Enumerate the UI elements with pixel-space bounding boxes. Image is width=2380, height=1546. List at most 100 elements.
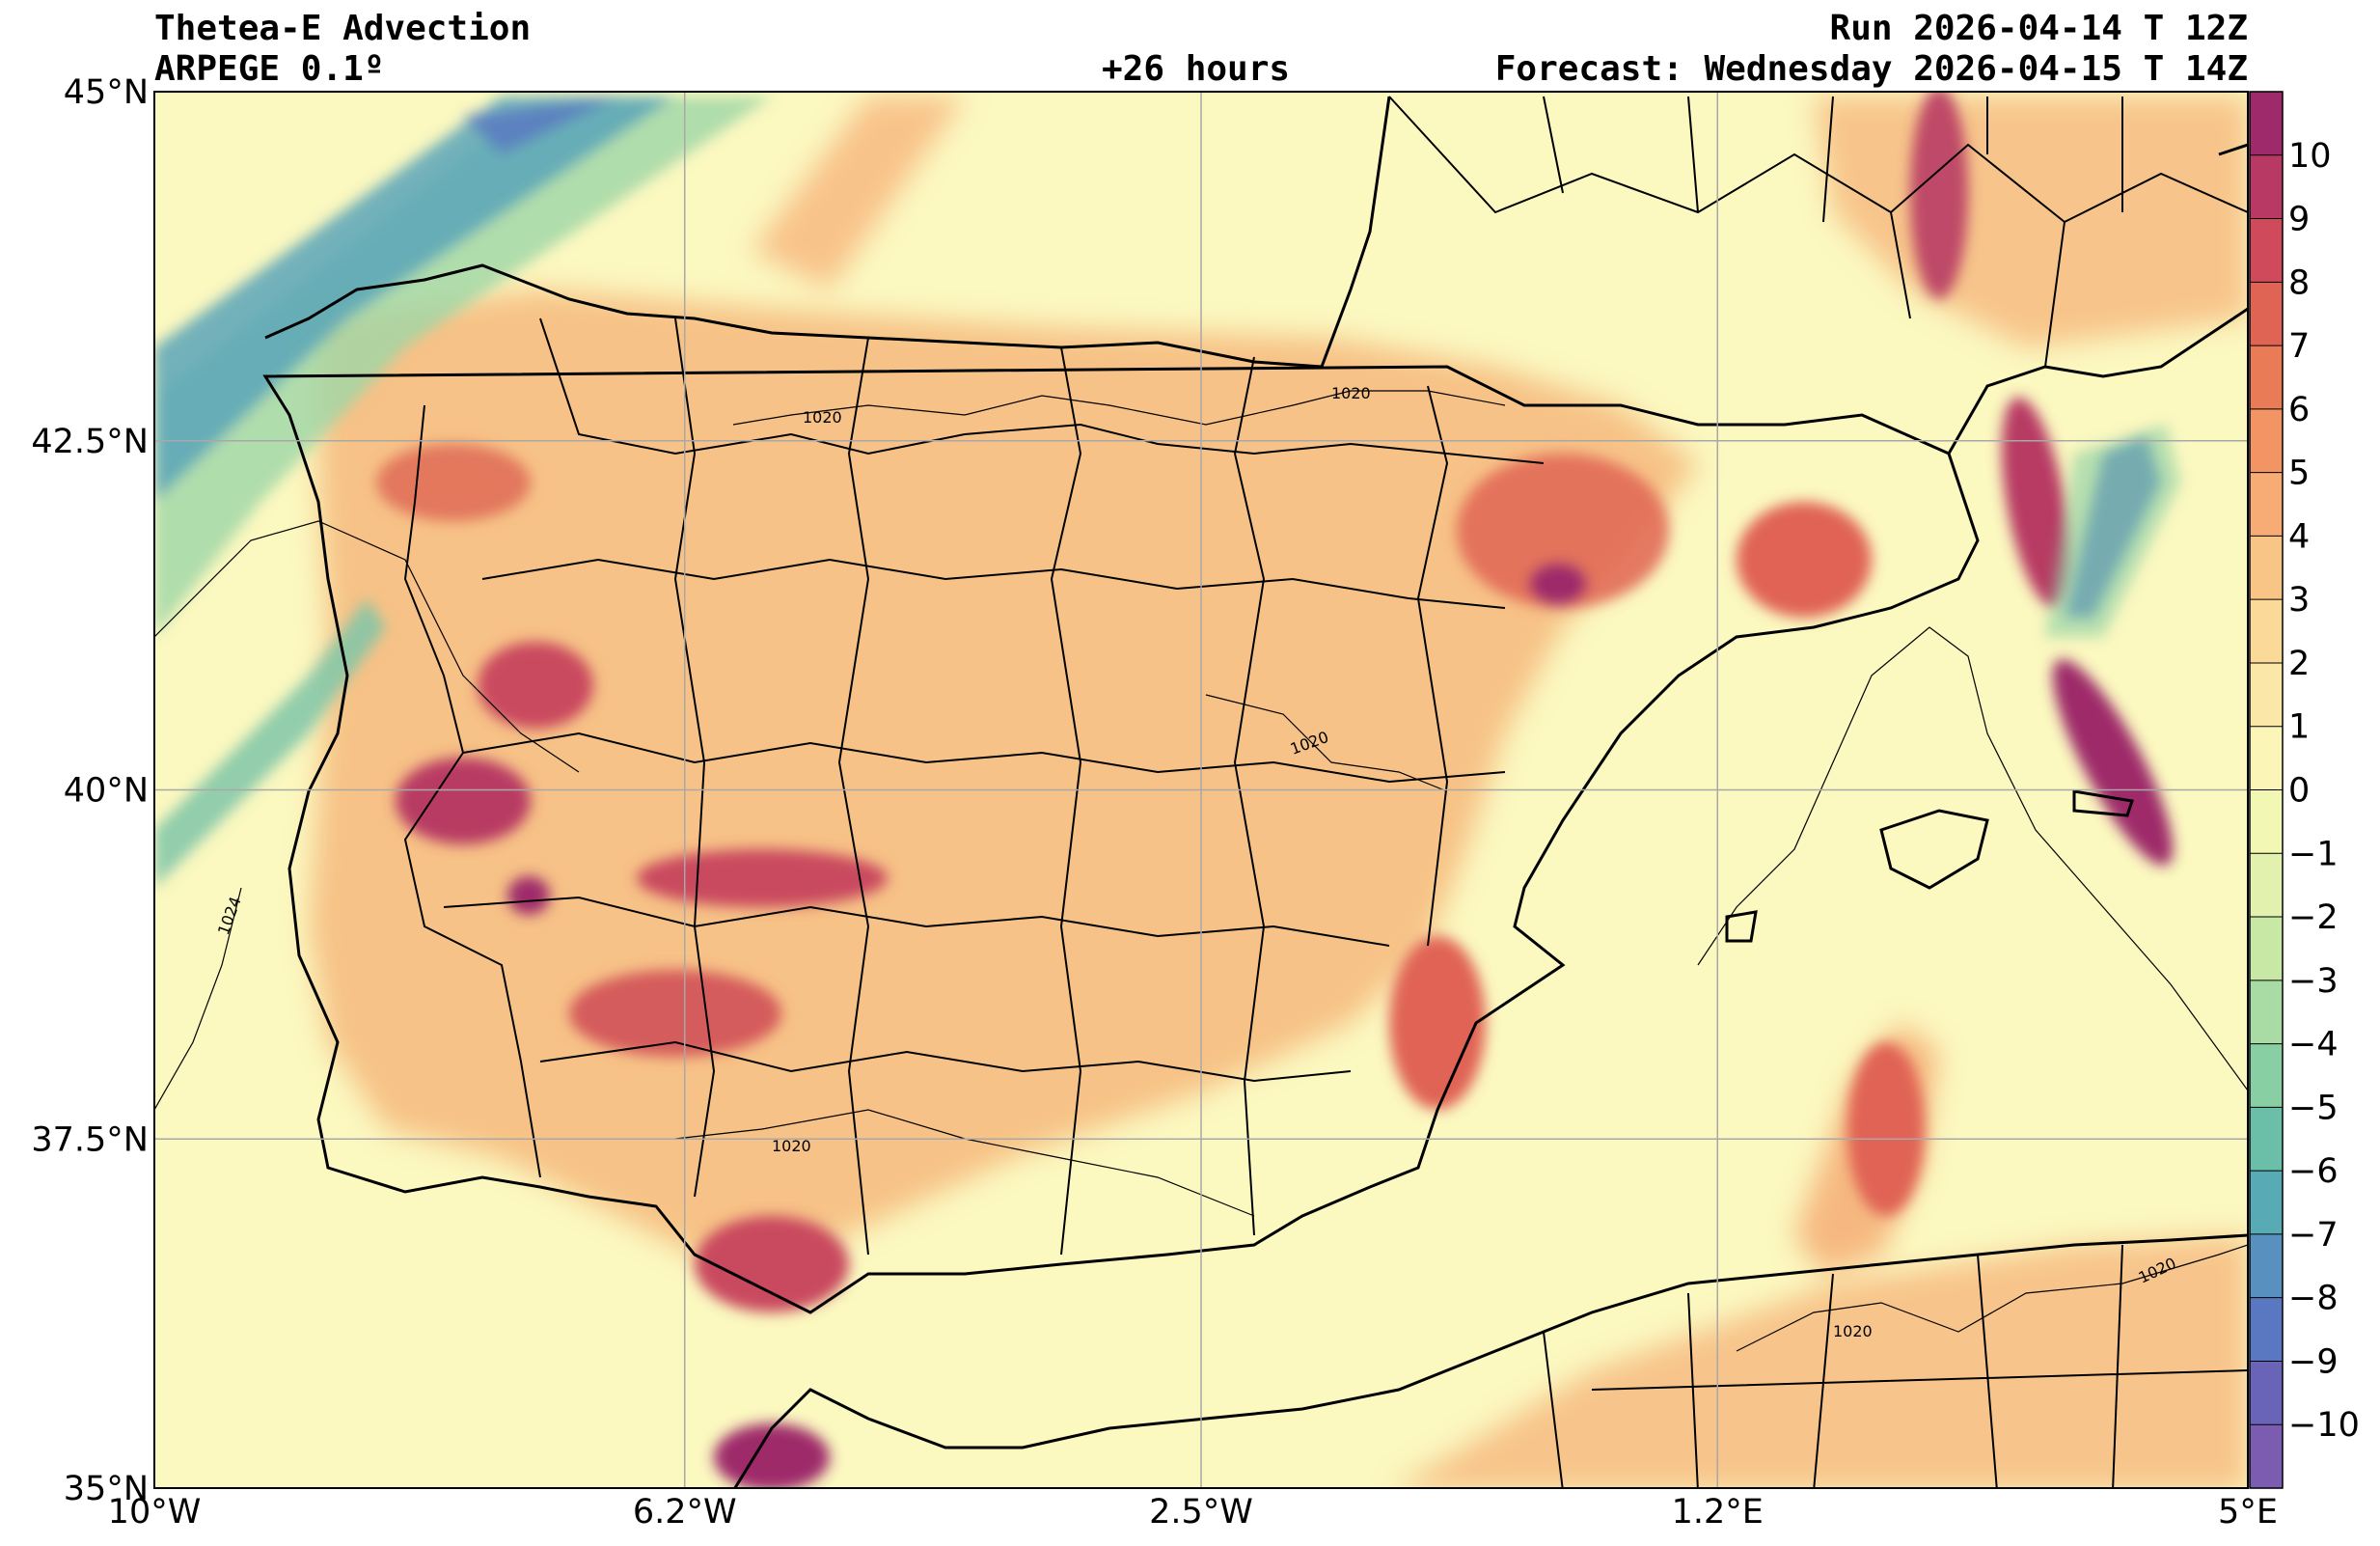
core-sea-south: [1847, 1042, 1925, 1216]
forecast-valid-label: Forecast: Wednesday 2026-04-15 T 14Z: [1494, 49, 2248, 89]
province-borders-4: [443, 896, 1390, 947]
atlantic-cold-band-inner: [463, 97, 617, 154]
core-galicia: [376, 444, 531, 521]
longitude-ticks: 10°W 6.2°W 2.5°W 1.2°E 5°E: [108, 1493, 2278, 1532]
isobar-label: 1020: [803, 408, 842, 427]
admin-borders: [403, 96, 2248, 1488]
core-extremadura: [637, 849, 888, 907]
colorbar-tick-label: −5: [2288, 1089, 2339, 1127]
colorbar-tick-label: 4: [2288, 517, 2310, 556]
france-regions-2: [1543, 96, 2123, 368]
colorbar-swatch: [2250, 917, 2283, 981]
colorbar-tick-label: 5: [2288, 455, 2310, 493]
africa-regions: [1543, 1244, 2248, 1488]
core-cadiz: [695, 1216, 849, 1312]
colorbar-swatch: [2250, 726, 2283, 791]
gridlines: [154, 92, 2248, 1488]
coastlines: [262, 96, 2248, 1488]
map-title: Thetea-E Advection: [154, 9, 532, 48]
colorbar-tick-label: 1: [2288, 708, 2310, 747]
colorbar-tick-label: −6: [2288, 1152, 2339, 1191]
province-borders-5: [539, 1040, 1352, 1083]
colorbar-tick-label: −2: [2288, 898, 2339, 937]
colorbar-tick-label: −3: [2288, 962, 2339, 1001]
province-borders-v2: [837, 337, 870, 1256]
colorbar-swatch: [2250, 853, 2283, 918]
core-portugal-center: [396, 758, 531, 844]
province-borders-v5: [1416, 385, 1449, 947]
latitude-ticks: 45°N 42.5°N 40°N 37.5°N 35°N: [31, 73, 149, 1508]
colorbar-tick-label: −8: [2288, 1280, 2339, 1318]
longitude-tick-label: 6.2°W: [633, 1493, 737, 1532]
longitude-tick-label: 1.2°E: [1672, 1493, 1764, 1532]
colorbar-tick-label: 8: [2288, 263, 2310, 302]
colorbar-tick-label: 6: [2288, 391, 2310, 429]
colorbar-tick-label: 2: [2288, 645, 2310, 683]
colorbar-swatch: [2250, 408, 2283, 474]
isobar-labels: 1020 1020 1020 1020 1020 1020 1024: [214, 384, 2179, 1340]
isobar-1024-portugal: [154, 887, 242, 1111]
colorbar-swatch: [2250, 1361, 2283, 1425]
iberia-coastline: [264, 96, 1391, 369]
portugal-coastal-cold-band: [154, 598, 386, 888]
latitude-tick-label: 35°N: [64, 1470, 149, 1508]
isobar-mediterranean: [1697, 626, 2248, 1091]
colorbar-swatch: [2250, 1233, 2283, 1299]
lead-time-label: +26 hours: [1102, 49, 1291, 89]
latitude-tick-label: 37.5°N: [31, 1120, 149, 1159]
province-borders-2: [481, 558, 1506, 609]
core-ebro: [1457, 454, 1669, 608]
colorbar-swatch: [2250, 282, 2283, 346]
colorbar-swatch: [2250, 1043, 2283, 1108]
colorbar-tick-label: −4: [2288, 1026, 2339, 1064]
colorbar-tick-label: −10: [2288, 1406, 2360, 1445]
colorbar-tick-label: 0: [2288, 772, 2310, 811]
core-murcia: [1389, 936, 1486, 1110]
longitude-tick-label: 2.5°W: [1149, 1493, 1253, 1532]
atlantic-cold-band-core: [154, 97, 675, 502]
colorbar-swatch: [2250, 1297, 2283, 1363]
bay-of-biscay-warm-band: [752, 97, 965, 290]
isobar-label: 1020: [1331, 384, 1371, 402]
latitude-tick-label: 40°N: [64, 772, 149, 811]
colorbar-swatch: [2250, 345, 2283, 410]
isobar-label: 1020: [1833, 1322, 1873, 1340]
colorbar-tick-label: 9: [2288, 201, 2310, 239]
isobar-1020-africa: [1736, 1244, 2248, 1352]
map-frame: [153, 91, 2249, 1489]
colorbar-swatch: [2250, 92, 2283, 156]
colorbar-swatch: [2250, 599, 2283, 664]
isobar-1020-north: [732, 390, 1506, 426]
isobar-1020-centre: [1205, 694, 1448, 792]
colorbar-tick-label: −7: [2288, 1216, 2339, 1255]
isobar-1020-atlantic: [154, 520, 580, 773]
province-borders-3: [462, 732, 1506, 784]
colorbar-swatch: [2250, 472, 2283, 538]
latitude-tick-label: 42.5°N: [31, 423, 149, 461]
longitude-tick-label: 5°E: [2218, 1493, 2278, 1532]
core-andalucia-west: [569, 970, 781, 1057]
province-borders-v3: [1050, 346, 1082, 1256]
core-gulf-lion: [2001, 397, 2070, 607]
iberia-coastline-east: [262, 365, 1980, 1314]
ibiza-outline: [1725, 910, 1758, 943]
core-ebro-inner: [1529, 563, 1587, 605]
mallorca-outline: [1879, 809, 1989, 890]
province-borders-v4: [1233, 356, 1266, 1236]
latitude-tick-label: 45°N: [64, 73, 149, 112]
colorbar-tick-label: 10: [2288, 137, 2332, 176]
mediterranean-cold-tongue-halo: [2045, 425, 2180, 637]
province-borders-v1: [673, 317, 716, 1198]
longitude-tick-label: 10°W: [108, 1493, 202, 1532]
core-alboran: [714, 1423, 830, 1488]
colorbar-tick-label: −1: [2288, 835, 2339, 873]
colorbar-swatch: [2250, 789, 2283, 854]
menorca-outline: [2072, 789, 2134, 817]
colorbar-swatch: [2250, 662, 2283, 728]
core-east-med: [2052, 659, 2174, 866]
province-borders-1: [539, 317, 1545, 464]
colorbar-swatch: [2250, 536, 2283, 600]
colorbar-tick-label: 3: [2288, 581, 2310, 620]
